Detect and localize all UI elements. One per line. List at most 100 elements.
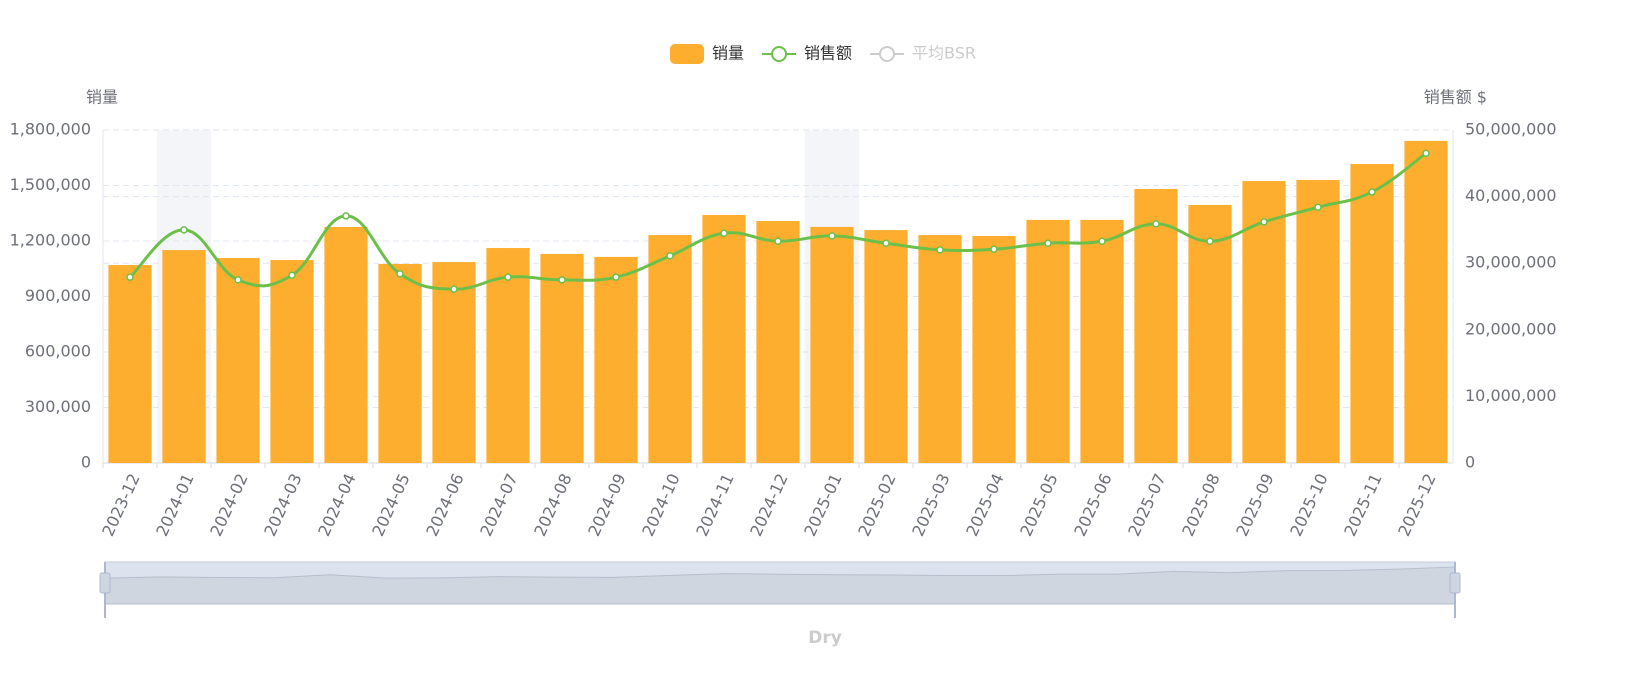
bar	[594, 256, 638, 463]
legend-label: 平均BSR	[912, 44, 976, 63]
point	[720, 229, 728, 237]
footer: Dry	[808, 628, 842, 648]
x-tick-label: 2025-08	[1178, 471, 1223, 540]
bar	[162, 250, 206, 463]
bar	[1188, 204, 1232, 464]
y2-axis-label: 销售额 $	[1424, 88, 1487, 107]
y-axis-label: 销量	[86, 88, 118, 107]
y2-tick-label: 20,000,000	[1465, 319, 1557, 338]
legend-swatch	[771, 46, 788, 62]
y-tick-label: 1,800,000	[10, 120, 91, 139]
y2-tick-label: 0	[1465, 453, 1475, 472]
bar	[810, 226, 854, 463]
x-tick-label: 2024-10	[638, 471, 683, 540]
bar	[378, 263, 422, 463]
y-tick-label: 900,000	[25, 286, 91, 305]
y-tick-label: 1,500,000	[10, 175, 91, 194]
x-tick-label: 2024-07	[476, 471, 521, 540]
x-tick-label: 2025-09	[1232, 471, 1277, 540]
point	[558, 276, 566, 284]
point	[180, 226, 188, 234]
x-tick-label: 2025-03	[908, 471, 953, 540]
bar	[1350, 164, 1394, 464]
bar	[216, 258, 260, 463]
x-tick-label: 2023-12	[98, 471, 143, 540]
legend-label: 销量	[712, 44, 744, 63]
x-tick-label: 2025-10	[1286, 471, 1331, 540]
legend-swatch	[879, 46, 896, 62]
zoom-shadow	[104, 566, 1456, 605]
y2-tick-label: 30,000,000	[1465, 253, 1557, 272]
bar	[864, 230, 908, 463]
point	[342, 212, 350, 220]
zoom-handle	[1449, 572, 1461, 594]
y-tick-label: 300,000	[25, 397, 91, 416]
legend-label: 销售额	[804, 44, 852, 63]
x-tick-label: 2025-01	[800, 471, 845, 540]
x-tick-label: 2025-12	[1394, 471, 1439, 540]
bar	[1026, 219, 1070, 463]
x-tick-label: 2025-04	[962, 471, 1007, 540]
y-tick-label: 1,200,000	[10, 231, 91, 250]
x-tick-label: 2025-05	[1016, 471, 1061, 540]
bar	[270, 260, 314, 463]
x-tick-label: 2025-11	[1340, 471, 1385, 540]
y-tick-label: 0	[81, 453, 91, 472]
point	[774, 237, 782, 245]
bar	[1296, 179, 1340, 463]
point	[828, 232, 836, 240]
point	[1422, 149, 1430, 158]
point	[234, 276, 242, 284]
bar	[108, 265, 152, 463]
point	[936, 246, 944, 254]
x-tick-label: 2024-03	[260, 471, 305, 540]
zoom-handle	[99, 572, 111, 594]
y-tick-label: 600,000	[25, 342, 91, 361]
point	[1044, 239, 1052, 247]
x-tick-label: 2024-02	[206, 471, 251, 540]
point	[1260, 218, 1268, 226]
point	[666, 252, 674, 260]
point	[504, 273, 512, 281]
x-tick-label: 2025-06	[1070, 471, 1115, 540]
x-tick-label: 2024-12	[746, 471, 791, 540]
bar	[324, 226, 368, 463]
x-tick-label: 2024-09	[584, 471, 629, 540]
point	[450, 285, 458, 293]
y2-tick-label: 10,000,000	[1465, 386, 1557, 405]
bar	[1134, 189, 1178, 463]
point	[882, 239, 890, 247]
x-tick-label: 2024-04	[314, 471, 359, 540]
point	[396, 270, 404, 278]
point	[1314, 203, 1322, 212]
x-tick-label: 2025-07	[1124, 471, 1169, 540]
x-tick-label: 2024-06	[422, 471, 467, 540]
point	[1206, 237, 1214, 245]
bar	[486, 248, 530, 463]
bar	[1080, 219, 1124, 463]
point	[1152, 220, 1160, 228]
x-tick-label: 2024-08	[530, 471, 575, 540]
bar	[918, 235, 962, 463]
bar	[756, 221, 800, 463]
x-tick-label: 2024-05	[368, 471, 413, 540]
point	[990, 245, 998, 253]
point	[1368, 188, 1376, 196]
y2-tick-label: 50,000,000	[1465, 120, 1557, 139]
bar	[1404, 140, 1448, 464]
x-tick-label: 2024-11	[692, 471, 737, 540]
point	[1098, 237, 1106, 245]
point	[126, 273, 134, 281]
bar	[972, 236, 1016, 463]
bar	[540, 253, 584, 463]
bar	[702, 214, 746, 463]
y2-tick-label: 40,000,000	[1465, 186, 1557, 205]
point	[612, 273, 620, 281]
x-tick-label: 2024-01	[152, 471, 197, 540]
x-tick-label: 2025-02	[854, 471, 899, 540]
bar	[432, 262, 476, 463]
point	[288, 271, 296, 279]
bar	[648, 235, 692, 463]
legend-swatch	[670, 44, 704, 64]
